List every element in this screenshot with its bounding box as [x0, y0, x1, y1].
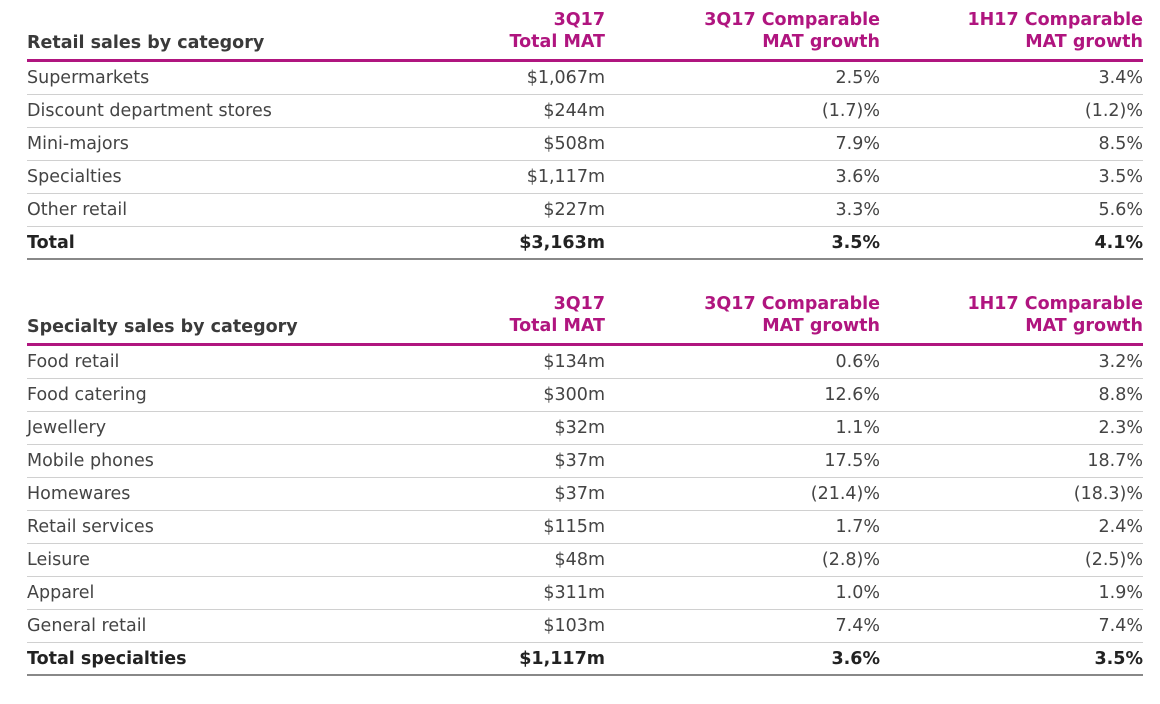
growth-3q17-cell: 0.6%: [835, 352, 880, 372]
retail-table-title: Retail sales by category: [27, 33, 265, 53]
total-mat-cell: $227m: [543, 200, 605, 220]
table-row: Other retail $227m 3.3% 5.6%: [27, 194, 1143, 227]
growth-3q17-cell: 3.6%: [831, 648, 880, 669]
row-label: Total: [27, 232, 75, 253]
growth-3q17-cell: (1.7)%: [821, 101, 880, 121]
table-total-row: Total $3,163m 3.5% 4.1%: [27, 227, 1143, 260]
total-mat-cell: $32m: [554, 418, 605, 438]
retail-table-header: Retail sales by category 3Q17 Total MAT …: [27, 10, 1143, 62]
growth-1h17-cell: (2.5)%: [1084, 550, 1143, 570]
table-row: Mobile phones $37m 17.5% 18.7%: [27, 445, 1143, 478]
table-total-row: Total specialties $1,117m 3.6% 3.5%: [27, 643, 1143, 676]
table-row: Jewellery $32m 1.1% 2.3%: [27, 412, 1143, 445]
total-mat-cell: $1,117m: [526, 167, 605, 187]
header-total-mat: 3Q17 Total MAT: [509, 10, 605, 52]
growth-3q17-cell: 1.0%: [835, 583, 880, 603]
row-label: Homewares: [27, 484, 131, 504]
row-label: Retail services: [27, 517, 154, 537]
header-total-mat: 3Q17 Total MAT: [509, 294, 605, 336]
row-label: Mobile phones: [27, 451, 154, 471]
total-mat-cell: $311m: [543, 583, 605, 603]
specialty-table-body: Food retail $134m 0.6% 3.2% Food catering $30…: [27, 346, 1143, 676]
total-mat-cell: $115m: [543, 517, 605, 537]
row-label: Jewellery: [27, 418, 107, 438]
total-mat-cell: $300m: [543, 385, 605, 405]
row-label: General retail: [27, 616, 147, 636]
growth-1h17-cell: (18.3)%: [1073, 484, 1143, 504]
growth-3q17-cell: 3.6%: [835, 167, 880, 187]
row-label: Food retail: [27, 352, 120, 372]
growth-1h17-cell: (1.2)%: [1084, 101, 1143, 121]
growth-3q17-cell: 3.5%: [831, 232, 880, 253]
row-label: Specialties: [27, 167, 122, 187]
row-label: Mini-majors: [27, 134, 129, 154]
growth-1h17-cell: 3.4%: [1098, 68, 1143, 88]
row-label: Apparel: [27, 583, 95, 603]
growth-1h17-cell: 7.4%: [1098, 616, 1143, 636]
table-row: Supermarkets $1,067m 2.5% 3.4%: [27, 62, 1143, 95]
growth-1h17-cell: 2.4%: [1098, 517, 1143, 537]
table-row: Specialties $1,117m 3.6% 3.5%: [27, 161, 1143, 194]
growth-1h17-cell: 8.8%: [1098, 385, 1143, 405]
table-row: Discount department stores $244m (1.7)% (1.…: [27, 95, 1143, 128]
total-mat-cell: $3,163m: [519, 232, 605, 253]
header-3q17-growth: 3Q17 Comparable MAT growth: [704, 294, 880, 336]
growth-3q17-cell: (21.4)%: [810, 484, 880, 504]
growth-1h17-cell: 18.7%: [1087, 451, 1143, 471]
retail-sales-table: Retail sales by category 3Q17 Total MAT …: [27, 10, 1143, 260]
total-mat-cell: $37m: [554, 484, 605, 504]
header-1h17-growth: 1H17 Comparable MAT growth: [967, 10, 1143, 52]
growth-3q17-cell: 3.3%: [835, 200, 880, 220]
total-mat-cell: $134m: [543, 352, 605, 372]
table-row: Mini-majors $508m 7.9% 8.5%: [27, 128, 1143, 161]
specialty-table-title: Specialty sales by category: [27, 317, 298, 337]
specialty-sales-table: Specialty sales by category 3Q17 Total M…: [27, 294, 1143, 676]
total-mat-cell: $244m: [543, 101, 605, 121]
growth-3q17-cell: 12.6%: [824, 385, 880, 405]
growth-3q17-cell: 2.5%: [835, 68, 880, 88]
total-mat-cell: $1,117m: [519, 648, 605, 669]
growth-1h17-cell: 8.5%: [1098, 134, 1143, 154]
row-label: Food catering: [27, 385, 147, 405]
row-label: Discount department stores: [27, 101, 272, 121]
row-label: Other retail: [27, 200, 128, 220]
growth-3q17-cell: 1.1%: [835, 418, 880, 438]
growth-1h17-cell: 3.5%: [1098, 167, 1143, 187]
row-label: Total specialties: [27, 648, 187, 669]
growth-3q17-cell: 7.9%: [835, 134, 880, 154]
total-mat-cell: $508m: [543, 134, 605, 154]
table-row: Food catering $300m 12.6% 8.8%: [27, 379, 1143, 412]
total-mat-cell: $37m: [554, 451, 605, 471]
table-row: Homewares $37m (21.4)% (18.3)%: [27, 478, 1143, 511]
table-row: Apparel $311m 1.0% 1.9%: [27, 577, 1143, 610]
table-row: Retail services $115m 1.7% 2.4%: [27, 511, 1143, 544]
table-row: Food retail $134m 0.6% 3.2%: [27, 346, 1143, 379]
header-3q17-growth: 3Q17 Comparable MAT growth: [704, 10, 880, 52]
retail-table-body: Supermarkets $1,067m 2.5% 3.4% Discount depa…: [27, 62, 1143, 260]
table-row: General retail $103m 7.4% 7.4%: [27, 610, 1143, 643]
growth-1h17-cell: 2.3%: [1098, 418, 1143, 438]
header-1h17-growth: 1H17 Comparable MAT growth: [967, 294, 1143, 336]
growth-3q17-cell: 7.4%: [835, 616, 880, 636]
specialty-table-header: Specialty sales by category 3Q17 Total M…: [27, 294, 1143, 346]
growth-1h17-cell: 5.6%: [1098, 200, 1143, 220]
growth-1h17-cell: 4.1%: [1094, 232, 1143, 253]
growth-3q17-cell: (2.8)%: [821, 550, 880, 570]
growth-1h17-cell: 3.5%: [1094, 648, 1143, 669]
growth-3q17-cell: 17.5%: [824, 451, 880, 471]
row-label: Leisure: [27, 550, 90, 570]
table-row: Leisure $48m (2.8)% (2.5)%: [27, 544, 1143, 577]
total-mat-cell: $103m: [543, 616, 605, 636]
row-label: Supermarkets: [27, 68, 150, 88]
total-mat-cell: $48m: [554, 550, 605, 570]
growth-1h17-cell: 3.2%: [1098, 352, 1143, 372]
growth-1h17-cell: 1.9%: [1098, 583, 1143, 603]
growth-3q17-cell: 1.7%: [835, 517, 880, 537]
total-mat-cell: $1,067m: [526, 68, 605, 88]
